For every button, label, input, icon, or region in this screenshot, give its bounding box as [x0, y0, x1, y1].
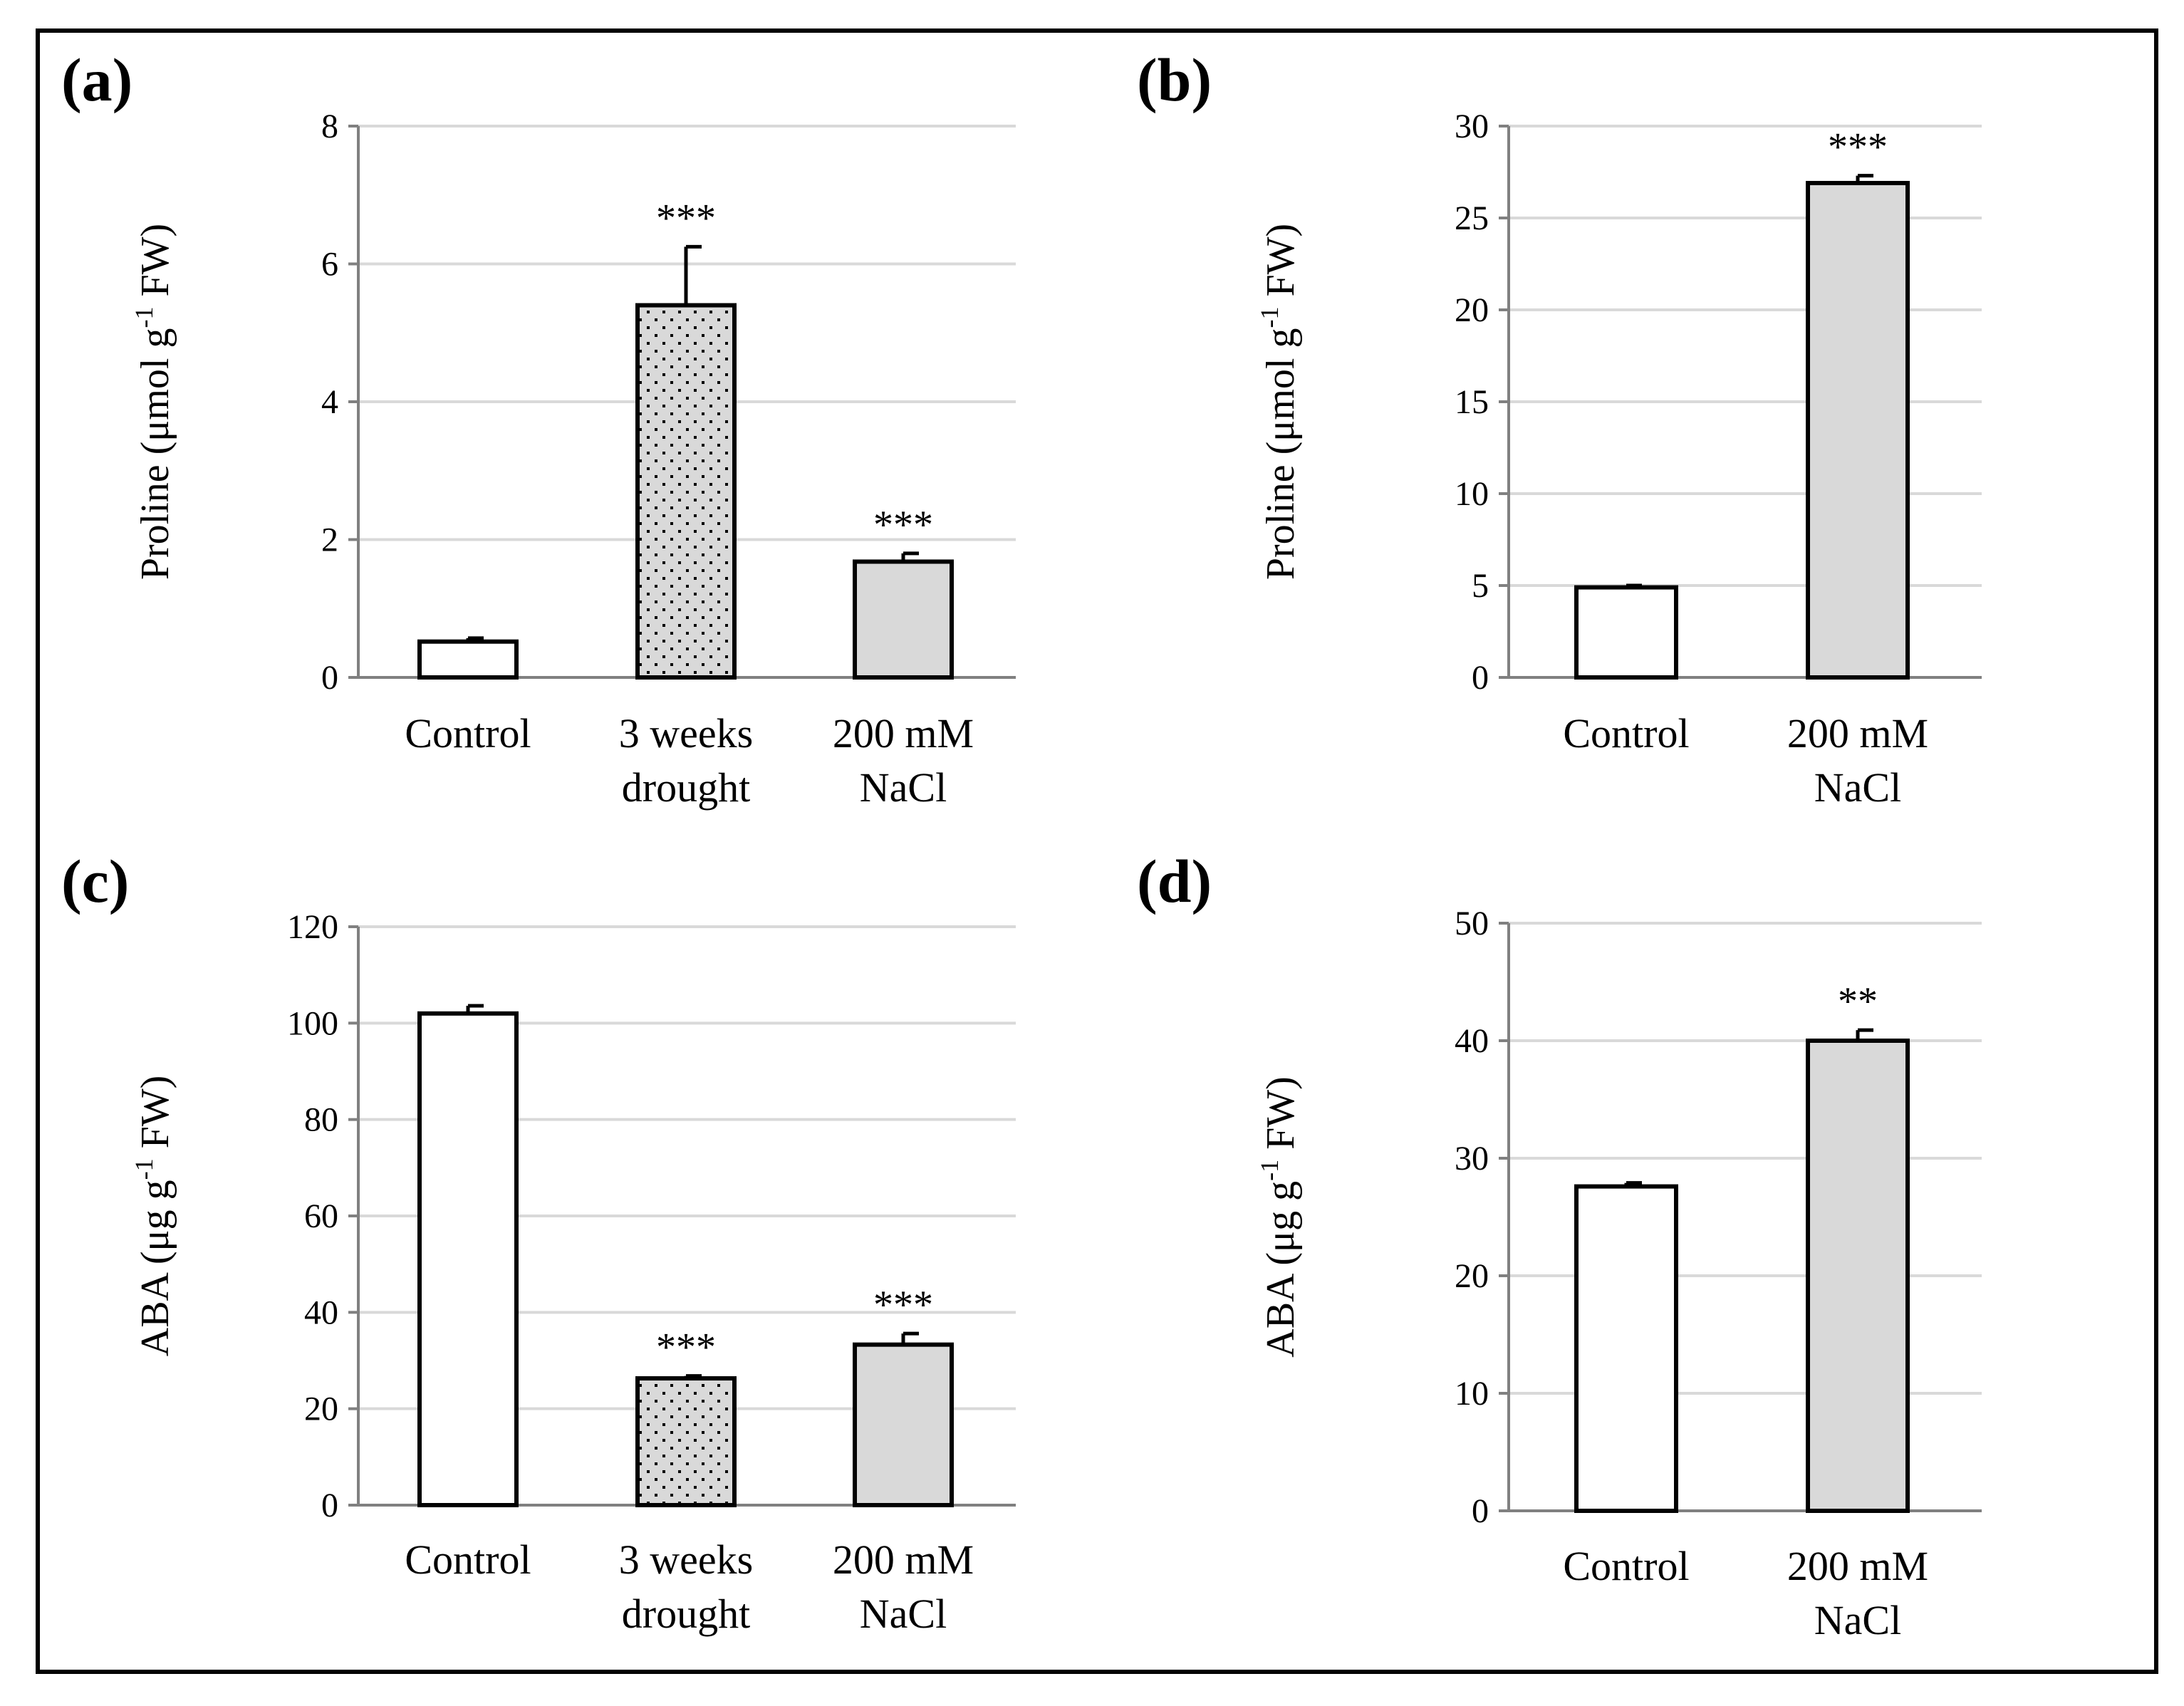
y-axis-label: ABA (μg g-1 FW) [130, 1076, 177, 1356]
bar [1574, 1184, 1678, 1513]
significance-label: *** [1828, 125, 1888, 170]
y-axis-label-unit: FW) [1259, 224, 1303, 307]
y-tick-label: 0 [321, 659, 338, 697]
panel-label: (c) [61, 847, 129, 915]
bar [635, 1376, 737, 1507]
significance-label: *** [656, 1326, 716, 1370]
x-category-label: 3 weeks [619, 710, 753, 756]
x-category-label: Control [405, 1536, 531, 1583]
x-category-label: NaCl [1814, 1597, 1901, 1643]
chart-panel-a: (a) 0 2 4 6 8 Proline (μmol g-1 FW) Control *** 3… [61, 46, 1016, 811]
y-tick-label: 0 [321, 1487, 338, 1524]
y-tick-label: 40 [304, 1294, 338, 1331]
y-axis-label-superscript: -1 [130, 307, 158, 328]
y-axis-label-superscript: -1 [1255, 1160, 1284, 1181]
y-tick-label: 8 [321, 108, 338, 145]
y-tick-label: 2 [321, 521, 338, 559]
y-tick-label: 20 [1455, 291, 1489, 329]
panel-label: (b) [1137, 46, 1212, 114]
y-tick-label: 60 [304, 1197, 338, 1235]
y-axis-label-unit: FW) [1259, 1076, 1303, 1160]
y-tick-label: 20 [1455, 1257, 1489, 1295]
y-axis-label-text: ABA (μg g [133, 1180, 177, 1356]
y-axis-label-text: Proline (μmol g [133, 328, 177, 581]
y-tick-label: 40 [1455, 1022, 1489, 1060]
y-tick-label: 20 [304, 1390, 338, 1428]
y-axis-label-unit: FW) [133, 1076, 177, 1159]
y-tick-label: 10 [1455, 1375, 1489, 1413]
y-tick-label: 0 [1472, 659, 1489, 697]
y-axis-label: ABA (μg g-1 FW) [1255, 1076, 1303, 1357]
y-tick-label: 0 [1472, 1492, 1489, 1530]
x-category-label: Control [1563, 1543, 1689, 1589]
bar [1574, 585, 1678, 680]
y-tick-label: 30 [1455, 1140, 1489, 1177]
y-axis-label-superscript: -1 [1255, 307, 1284, 328]
x-category-label: 200 mM [833, 710, 974, 756]
y-tick-label: 5 [1472, 567, 1489, 605]
y-tick-label: 10 [1455, 475, 1489, 513]
x-category-label: NaCl [860, 1591, 947, 1637]
panel-label: (a) [61, 46, 132, 114]
y-axis-label-text: Proline (μmol g [1259, 328, 1303, 581]
chart-panel-b: (b) 0 5 10 15 20 25 30 Proline (μmol g-1 FW) Cont… [1137, 46, 1982, 811]
y-tick-label: 120 [287, 908, 338, 946]
significance-label: *** [873, 1283, 933, 1327]
y-tick-label: 4 [321, 383, 338, 421]
x-category-label: NaCl [860, 764, 947, 811]
x-category-label: drought [622, 1591, 750, 1637]
bar [417, 1011, 519, 1508]
bar [1806, 180, 1910, 680]
y-tick-label: 100 [287, 1004, 338, 1042]
bar [853, 1342, 954, 1508]
x-category-label: NaCl [1814, 764, 1901, 811]
y-tick-label: 80 [304, 1101, 338, 1139]
chart-panel-d: (d) 0 10 20 30 40 50 ABA (μg g-1 FW) Control ** 20… [1137, 847, 1982, 1643]
y-axis-label: Proline (μmol g-1 FW) [1255, 224, 1303, 580]
chart-panel-c: (c) 0 20 40 60 80 100 120 ABA (μg g-1 FW) Control… [61, 847, 1016, 1637]
significance-label: *** [873, 503, 933, 547]
y-tick-label: 6 [321, 246, 338, 284]
bar [417, 639, 519, 680]
significance-label: *** [656, 196, 716, 240]
x-category-label: Control [1563, 710, 1689, 756]
x-category-label: 200 mM [1787, 710, 1928, 756]
x-category-label: 3 weeks [619, 1536, 753, 1583]
y-tick-label: 30 [1455, 108, 1489, 145]
x-category-label: 200 mM [833, 1536, 974, 1583]
y-tick-label: 50 [1455, 905, 1489, 942]
significance-label: ** [1838, 979, 1878, 1024]
x-category-label: Control [405, 710, 531, 756]
y-axis-label-superscript: -1 [130, 1158, 158, 1180]
y-axis-label-unit: FW) [133, 224, 177, 307]
bar [853, 559, 954, 680]
panel-label: (d) [1137, 847, 1212, 915]
figure-frame: (a) 0 2 4 6 8 Proline (μmol g-1 FW) Control *** 3… [36, 28, 2158, 1674]
y-tick-label: 15 [1455, 383, 1489, 421]
x-category-label: drought [622, 764, 750, 811]
y-tick-label: 25 [1455, 199, 1489, 237]
bar [1806, 1039, 1910, 1513]
x-category-label: 200 mM [1787, 1543, 1928, 1589]
y-axis-label-text: ABA (μg g [1259, 1181, 1303, 1358]
bar [635, 303, 737, 680]
y-axis-label: Proline (μmol g-1 FW) [130, 224, 177, 580]
